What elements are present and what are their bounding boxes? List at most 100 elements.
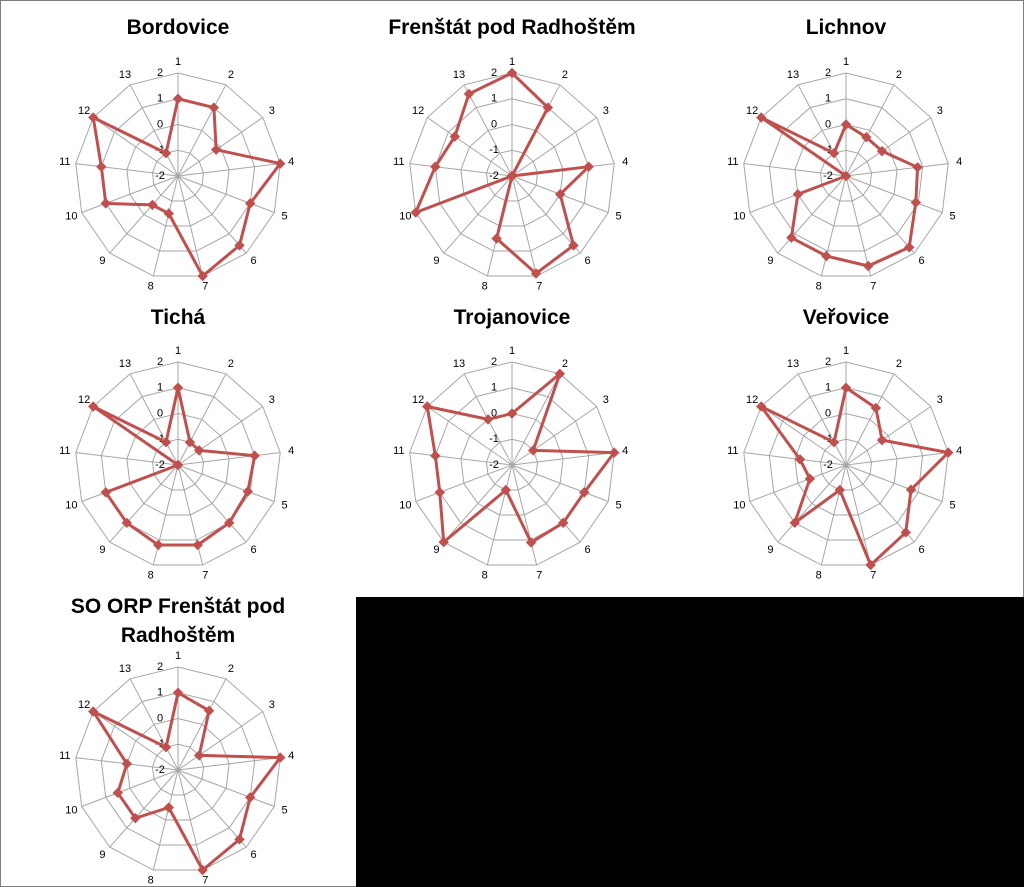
grid-spoke [845,117,932,177]
category-label: 3 [937,105,943,117]
category-label: 11 [59,750,70,762]
data-point [434,487,445,498]
data-point [130,812,141,824]
category-label: 5 [616,499,622,511]
data-point [245,198,256,209]
grid-ring [409,72,615,277]
category-label: 7 [870,281,876,293]
data-point [172,459,184,471]
tick-label: 2 [825,356,831,368]
tick-label: 0 [825,118,831,130]
category-label: 11 [393,156,404,168]
category-label: 7 [202,570,208,582]
data-point [912,162,923,173]
data-point [828,436,840,448]
data-point [558,517,569,529]
grid-spoke [177,678,227,771]
grid-spoke [109,175,179,254]
data-point [792,189,804,200]
grid-spoke [777,464,847,543]
grid-spoke [845,373,895,466]
grid-spoke [845,464,915,543]
grid-spoke [845,175,943,213]
grid-spoke [75,452,179,466]
category-label: 9 [99,544,105,556]
data-point [910,197,922,208]
data-point [482,414,494,425]
category-label: 3 [603,105,609,117]
category-label: 6 [251,849,257,861]
grid-spoke [463,84,513,177]
data-point [506,67,518,79]
data-point [527,445,539,456]
data-point [172,93,184,104]
category-label: 2 [228,663,234,675]
grid-spoke [511,175,538,277]
tick-label: -1 [489,144,499,156]
data-point [542,102,554,113]
tick-label: 1 [157,382,163,394]
category-label: 12 [412,394,424,406]
category-label: 11 [727,156,738,168]
data-point [506,408,518,419]
grid-ring [743,72,949,277]
category-label: 8 [482,570,488,582]
grid-spoke [177,769,204,871]
category-label: 5 [616,210,622,222]
category-label: 11 [59,156,70,168]
category-label: 11 [59,445,70,457]
category-label: 8 [148,570,154,582]
data-point [193,750,205,761]
category-label: 9 [433,255,439,267]
tick-label: 1 [157,687,163,699]
grid-spoke [177,175,204,277]
data-point [160,436,172,448]
data-point [163,208,174,219]
category-label: 3 [603,394,609,406]
data-point [870,402,882,414]
data-point [203,705,215,716]
grid-spoke [511,406,598,466]
tick-label: 2 [157,661,163,673]
category-label: 7 [870,570,876,582]
data-point [224,517,235,529]
tick-label: 2 [825,67,831,79]
data-point [430,161,441,172]
category-label: 10 [65,499,77,511]
data-point [491,233,502,244]
data-point [583,161,594,172]
data-point [862,260,874,272]
grid-spoke [760,406,847,466]
category-label: 2 [562,358,568,370]
grid-ring [75,72,281,277]
grid-spoke [743,163,847,177]
grid-spoke [845,84,895,177]
grid-spoke [511,452,615,466]
grid-spoke [415,464,513,502]
category-label: 4 [288,750,294,762]
category-label: 2 [896,358,902,370]
tick-label: 2 [157,67,163,79]
data-point [121,517,132,529]
chart-title: Trojanovice [454,306,571,329]
tick-label: 2 [157,356,163,368]
category-label: 4 [622,156,628,168]
category-label: 1 [175,56,181,68]
grid-spoke [443,464,513,543]
category-label: 6 [919,255,925,267]
grid-ring [819,438,873,491]
category-label: 3 [937,394,943,406]
grid-spoke [409,163,513,177]
tick-label: 0 [825,407,831,419]
grid-spoke [426,117,513,177]
grid-spoke [177,464,275,502]
data-point [786,232,797,243]
category-label: 13 [453,358,465,370]
category-label: 13 [787,358,799,370]
category-label: 7 [536,570,542,582]
tick-label: 1 [491,93,497,105]
grid-ring [460,412,564,516]
